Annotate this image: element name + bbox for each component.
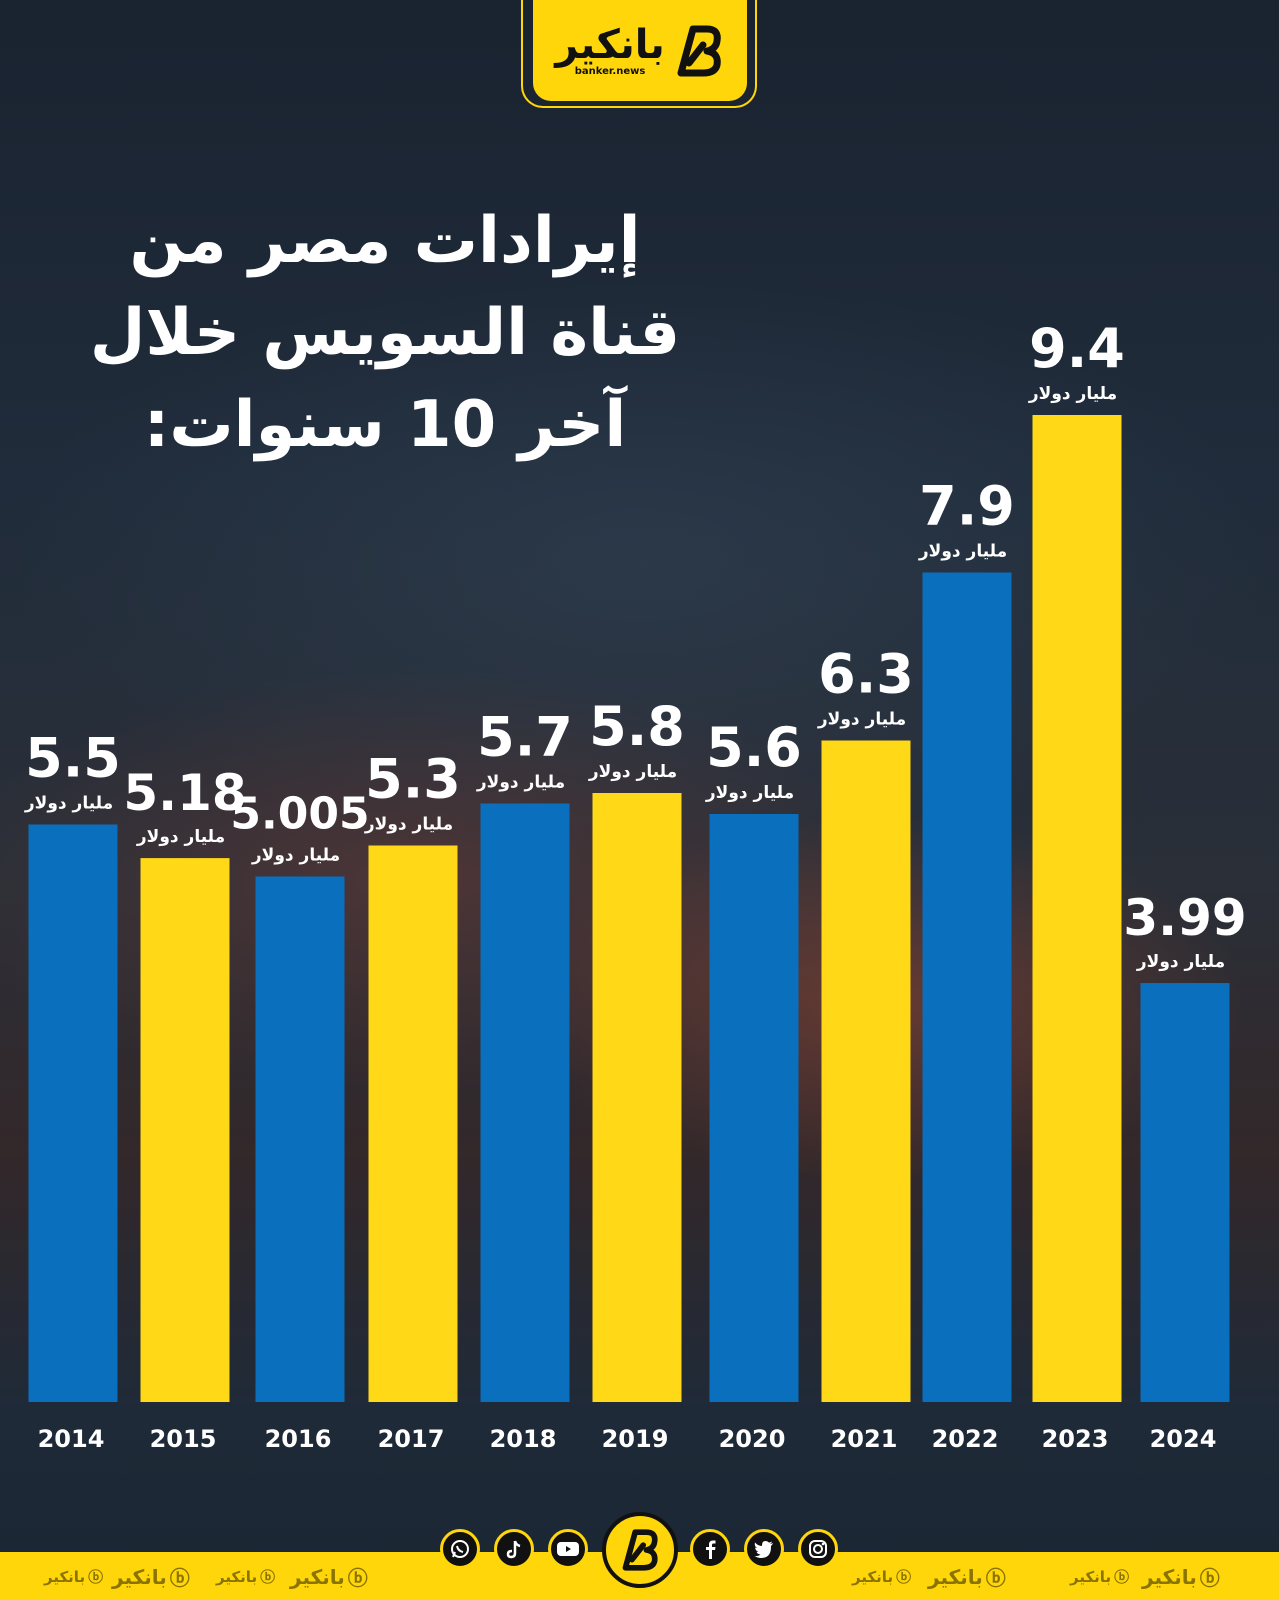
mini-b-icon: ⓑ bbox=[88, 1568, 104, 1586]
value-label-2018: 5.7 bbox=[477, 706, 573, 769]
year-label-2022: 2022 bbox=[932, 1425, 999, 1453]
bar-2018 bbox=[480, 803, 570, 1402]
chart-title: إيرادات مصر من قناة السويس خلال آخر 10 س… bbox=[60, 195, 710, 471]
bar-2024 bbox=[1140, 983, 1230, 1402]
unit-label-2023: مليار دولار bbox=[1028, 384, 1117, 404]
unit-label-2024: مليار دولار bbox=[1136, 952, 1225, 972]
year-label-2018: 2018 bbox=[490, 1425, 557, 1453]
unit-label-2017: مليار دولار bbox=[364, 815, 453, 835]
footer-b-icon bbox=[622, 1529, 658, 1571]
footer-brand-badge[interactable] bbox=[602, 1512, 678, 1588]
footer-watermark-logo: بانكير ⓑ bbox=[44, 1567, 104, 1587]
value-label-2020: 5.6 bbox=[706, 716, 802, 779]
twitter-icon[interactable] bbox=[744, 1529, 784, 1569]
footer-watermark-logo: بانكير ⓑ bbox=[1070, 1567, 1130, 1587]
brand-domain: banker.news bbox=[574, 65, 646, 77]
year-label-2023: 2023 bbox=[1042, 1425, 1109, 1453]
bar-chart: 5.5 مليار دولار 2014 5.18 مليار دولار 2015 5.0… bbox=[24, 317, 1246, 1453]
value-label-2014: 5.5 bbox=[25, 727, 121, 790]
mini-b-icon: ⓑ bbox=[896, 1568, 912, 1586]
youtube-icon[interactable] bbox=[548, 1529, 588, 1569]
brand-logo[interactable]: بانكير banker.news bbox=[533, 0, 747, 101]
bar-2023 bbox=[1032, 415, 1122, 1402]
year-label-2021: 2021 bbox=[831, 1425, 898, 1453]
unit-label-2018: مليار دولار bbox=[476, 773, 565, 793]
tiktok-icon[interactable] bbox=[494, 1529, 534, 1569]
mini-b-icon: ⓑ bbox=[260, 1568, 276, 1586]
facebook-icon[interactable] bbox=[690, 1529, 730, 1569]
year-label-2014: 2014 bbox=[38, 1425, 105, 1453]
mini-b-icon: ⓑ bbox=[169, 1566, 190, 1590]
unit-label-2015: مليار دولار bbox=[136, 827, 225, 847]
instagram-icon[interactable] bbox=[798, 1529, 838, 1569]
footer-watermark-logo: بانكير ⓑ bbox=[216, 1567, 276, 1587]
footer-watermark-logo: بانكير ⓑ bbox=[290, 1562, 368, 1591]
footer-watermark-logo: بانكير ⓑ bbox=[112, 1562, 190, 1591]
title-line-1: إيرادات مصر من bbox=[129, 204, 641, 278]
value-label-2015: 5.18 bbox=[123, 764, 246, 822]
footer-watermark-logo: بانكير ⓑ bbox=[928, 1562, 1006, 1591]
year-label-2015: 2015 bbox=[150, 1425, 217, 1453]
unit-label-2014: مليار دولار bbox=[24, 794, 113, 814]
footer-watermark-logo: بانكير ⓑ bbox=[852, 1567, 912, 1587]
unit-label-2019: مليار دولار bbox=[588, 762, 677, 782]
unit-label-2022: مليار دولار bbox=[918, 542, 1007, 562]
bar-2017 bbox=[368, 845, 458, 1402]
brand-b-icon bbox=[677, 25, 721, 76]
mini-b-icon: ⓑ bbox=[1199, 1566, 1220, 1590]
bar-2022 bbox=[922, 572, 1012, 1402]
logo-outline bbox=[521, 0, 757, 108]
value-label-2016: 5.005 bbox=[230, 788, 369, 839]
title-line-3: آخر 10 سنوات: bbox=[143, 388, 627, 462]
year-label-2024: 2024 bbox=[1150, 1425, 1217, 1453]
unit-label-2021: مليار دولار bbox=[817, 710, 906, 730]
bar-2015 bbox=[140, 858, 230, 1402]
year-label-2017: 2017 bbox=[378, 1425, 445, 1453]
year-label-2016: 2016 bbox=[265, 1425, 332, 1453]
bar-2019 bbox=[592, 793, 682, 1402]
mini-b-icon: ⓑ bbox=[1114, 1568, 1130, 1586]
mini-b-icon: ⓑ bbox=[347, 1566, 368, 1590]
value-label-2017: 5.3 bbox=[365, 748, 461, 811]
year-label-2020: 2020 bbox=[719, 1425, 786, 1453]
value-label-2024: 3.99 bbox=[1123, 889, 1246, 947]
value-label-2022: 7.9 bbox=[919, 475, 1015, 538]
bar-2014 bbox=[28, 824, 118, 1402]
year-label-2019: 2019 bbox=[602, 1425, 669, 1453]
brand-wordmark: بانكير banker.news bbox=[555, 25, 665, 77]
value-label-2023: 9.4 bbox=[1029, 317, 1125, 380]
unit-label-2016: مليار دولار bbox=[251, 845, 340, 865]
brand-name: بانكير bbox=[555, 21, 665, 68]
bar-2020 bbox=[709, 814, 799, 1402]
whatsapp-icon[interactable] bbox=[440, 1529, 480, 1569]
bar-2021 bbox=[821, 740, 911, 1402]
bar-2016 bbox=[255, 876, 345, 1402]
footer-watermark-logo: بانكير ⓑ bbox=[1142, 1562, 1220, 1591]
mini-b-icon: ⓑ bbox=[985, 1566, 1006, 1590]
value-label-2021: 6.3 bbox=[818, 643, 914, 706]
unit-label-2020: مليار دولار bbox=[705, 783, 794, 803]
value-label-2019: 5.8 bbox=[589, 695, 685, 758]
title-line-2: قناة السويس خلال bbox=[89, 296, 681, 370]
